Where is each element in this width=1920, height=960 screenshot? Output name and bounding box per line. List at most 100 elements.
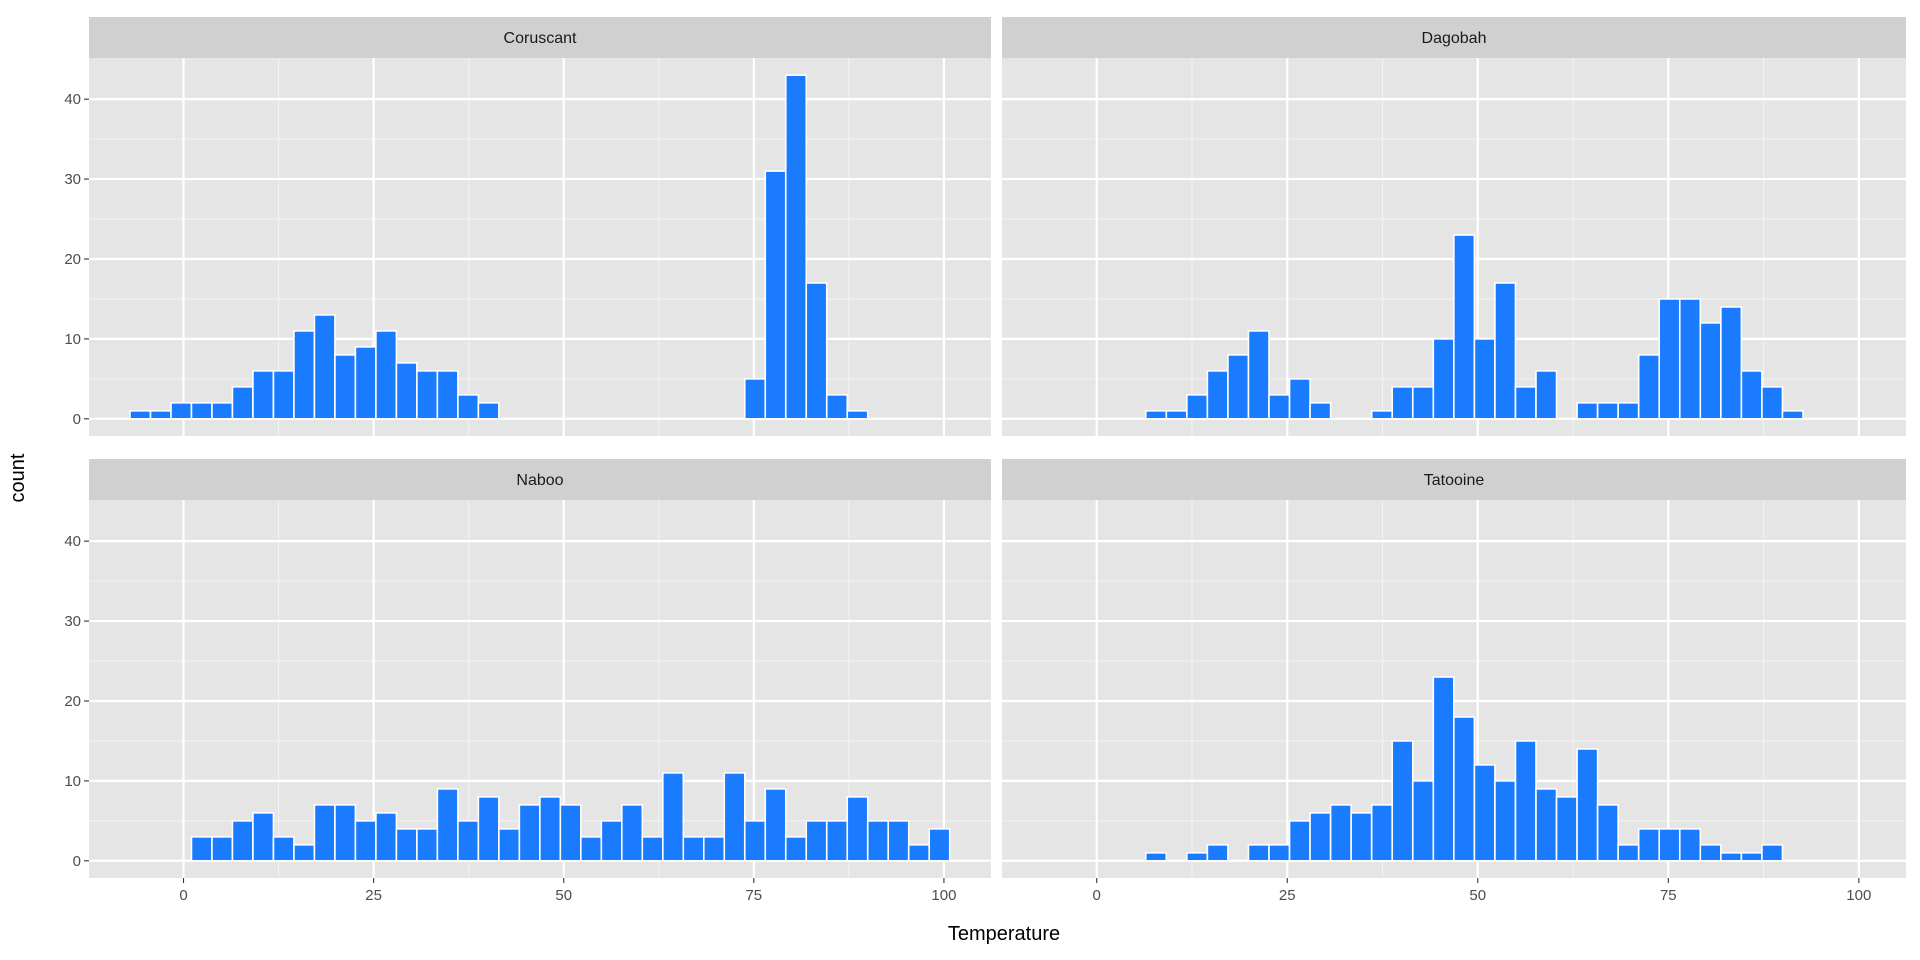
y-tick-label: 20 <box>64 693 81 710</box>
x-tick-label: 100 <box>931 887 956 904</box>
histogram-bar <box>477 402 500 420</box>
histogram-bar <box>621 804 644 862</box>
histogram-bar <box>805 282 828 420</box>
y-tick-label: 30 <box>64 613 81 630</box>
histogram-bar <box>313 314 336 420</box>
histogram-bar <box>1391 740 1414 862</box>
histogram-bar <box>457 820 480 862</box>
histogram-bar <box>1350 812 1373 862</box>
histogram-bar <box>928 828 951 862</box>
histogram-bar <box>1288 820 1311 862</box>
histogram-bar <box>1678 828 1702 862</box>
histogram-bar <box>436 788 459 862</box>
histogram-bar <box>1720 306 1743 420</box>
histogram-bar <box>375 330 398 420</box>
histogram-bar <box>1227 354 1250 420</box>
histogram-bar <box>846 410 869 420</box>
y-tick-label: 0 <box>73 411 81 428</box>
x-tick-label: 100 <box>1846 887 1871 904</box>
histogram-bar <box>1535 370 1558 420</box>
histogram-bar <box>129 410 152 420</box>
histogram-bar <box>580 836 603 862</box>
histogram-bar <box>1596 804 1619 862</box>
histogram-bar <box>1658 828 1681 862</box>
histogram-bar <box>1473 764 1496 862</box>
histogram-bar <box>1411 780 1435 862</box>
histogram-bar <box>682 836 705 862</box>
histogram-bar <box>1144 410 1168 420</box>
histogram-bar <box>375 812 398 862</box>
histogram-bar <box>252 370 275 420</box>
histogram-bar <box>1637 354 1661 420</box>
histogram-bar <box>1678 298 1702 420</box>
histogram-bar <box>1268 844 1291 862</box>
histogram-bar <box>539 796 562 862</box>
histogram-bar <box>293 330 316 420</box>
histogram-bar <box>395 828 418 862</box>
histogram-bar <box>1740 852 1763 862</box>
y-tick-label: 10 <box>64 331 81 348</box>
histogram-bar <box>825 394 849 420</box>
histogram-bar <box>1761 844 1784 862</box>
histogram-bar <box>1144 852 1168 862</box>
histogram-bar <box>1761 386 1784 420</box>
histogram-bar <box>702 836 726 862</box>
facet-strip <box>89 17 991 58</box>
facet-strip-label: Naboo <box>516 472 563 489</box>
histogram-bar <box>723 772 746 862</box>
histogram-bar <box>149 410 172 420</box>
histogram-bar <box>1494 780 1517 862</box>
histogram-bar <box>805 820 828 862</box>
histogram-bar <box>334 354 357 420</box>
histogram-bar <box>231 386 254 420</box>
histogram-bar <box>354 820 377 862</box>
histogram-bar <box>866 820 890 862</box>
histogram-bar <box>334 804 357 862</box>
x-tick-label: 0 <box>1093 887 1101 904</box>
histogram-bar <box>395 362 418 420</box>
histogram-bar <box>1617 844 1640 862</box>
histogram-bar <box>231 820 254 862</box>
histogram-bar <box>293 844 316 862</box>
histogram-bar <box>743 820 767 862</box>
histogram-bar <box>457 394 480 420</box>
histogram-bar <box>1514 386 1537 420</box>
histogram-bar <box>846 796 869 862</box>
histogram-bar <box>641 836 664 862</box>
histogram-bar <box>1247 330 1270 420</box>
histogram-bar <box>1453 716 1476 862</box>
panel-background <box>89 58 991 436</box>
histogram-bar <box>887 820 910 862</box>
histogram-bar <box>1555 796 1578 862</box>
histogram-bar <box>1309 812 1332 862</box>
histogram-bar <box>416 370 439 420</box>
x-tick-label: 50 <box>1469 887 1486 904</box>
facet-strip <box>1002 459 1906 500</box>
x-tick-label: 25 <box>1279 887 1296 904</box>
histogram-bar <box>559 804 582 862</box>
histogram-bar <box>1206 844 1229 862</box>
histogram-bar <box>416 828 439 862</box>
x-tick-label: 25 <box>365 887 382 904</box>
y-tick-label: 0 <box>73 853 81 870</box>
histogram-bar <box>1432 338 1455 420</box>
histogram-bar <box>1453 234 1476 420</box>
histogram-bar <box>477 796 500 862</box>
histogram-bar <box>1411 386 1435 420</box>
histogram-bar <box>1432 676 1455 862</box>
histogram-bar <box>1473 338 1496 420</box>
histogram-bar <box>1206 370 1229 420</box>
histogram-bar <box>354 346 377 420</box>
histogram-bar <box>170 402 193 420</box>
histogram-bar <box>211 402 234 420</box>
histogram-bar <box>1576 402 1599 420</box>
histogram-bar <box>498 828 521 862</box>
histogram-bar <box>743 378 767 420</box>
histogram-bar <box>1370 804 1394 862</box>
histogram-bar <box>1699 322 1722 420</box>
histogram-bar <box>1576 748 1599 862</box>
histogram-bar <box>1186 394 1209 420</box>
y-tick-label: 40 <box>64 91 81 108</box>
histogram-bar <box>1329 804 1352 862</box>
